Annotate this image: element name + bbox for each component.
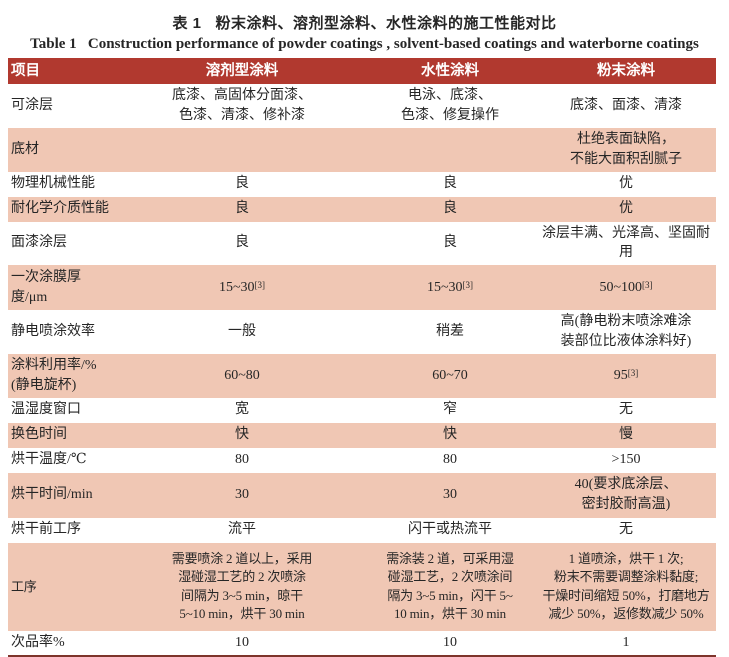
row-label: 换色时间: [11, 427, 67, 443]
cell-waterborne: 电泳、底漆、 色漆、修复操作: [401, 88, 499, 123]
row-label: 工序: [11, 578, 37, 594]
table-row-baking-time: 烘干时间/min 30 30 40(要求底涂层、 密封胶耐高温): [8, 472, 716, 518]
cell-powder: 无: [619, 402, 633, 418]
cell-value: 15~30: [218, 279, 255, 295]
cell-powder: 95 [3]: [536, 364, 716, 388]
cell-solvent: [120, 148, 364, 152]
row-label: 涂料利用率/% (静电旋杯): [11, 358, 97, 393]
cell-powder: 40(要求底涂层、 密封胶耐高温): [574, 477, 678, 513]
cell-solvent: 15~30 [3]: [120, 276, 364, 300]
cell-waterborne: 需涂装 2 道，可采用湿 碰湿工艺，2 次喷涂间 隔为 3~5 min，闪干 5…: [386, 550, 514, 622]
cell-solvent: 底漆、高固体分面漆、 色漆、清漆、修补漆: [172, 88, 312, 123]
cell-solvent: 良: [235, 201, 249, 217]
row-label: 烘干温度/℃: [11, 452, 87, 468]
cell-solvent: 60~80: [224, 367, 260, 383]
page: 表 1 粉末涂料、溶剂型涂料、水性涂料的施工性能对比 Table 1 Const…: [8, 15, 716, 657]
comparison-table: 项目 溶剂型涂料 水性涂料 粉末涂料 可涂层 底漆、高固体分面漆、 色漆、清漆、…: [8, 58, 716, 657]
row-label: 静电喷涂效率: [11, 324, 95, 340]
cell-powder: 优: [619, 201, 633, 217]
cell-powder: 杜绝表面缺陷， 不能大面积刮腻子: [570, 131, 682, 167]
row-label: 次品率%: [11, 634, 65, 650]
table-row-temp-humidity-window: 温湿度窗口 宽 窄 无: [8, 398, 716, 423]
row-label: 烘干前工序: [11, 522, 81, 538]
cell-value: 95: [613, 367, 628, 383]
table-row-topcoat-layer: 面漆涂层 良 良 涂层丰满、光泽高、坚固耐用: [8, 222, 716, 266]
table-row-baking-temperature: 烘干温度/℃ 80 80 >150: [8, 448, 716, 473]
cell-solvent: 快: [235, 427, 249, 443]
table-row-coatable-layers: 可涂层 底漆、高固体分面漆、 色漆、清漆、修补漆 电泳、底漆、 色漆、修复操作 …: [8, 84, 716, 128]
table-row-physical-mechanical-performance: 物理机械性能 良 良 优: [8, 172, 716, 197]
citation-ref: [3]: [627, 368, 639, 379]
header-solvent-coatings: 溶剂型涂料: [205, 62, 279, 79]
table-row-pre-baking-process: 烘干前工序 流平 闪干或热流平 无: [8, 518, 716, 543]
cell-waterborne: 闪干或热流平: [408, 522, 492, 538]
cell-solvent: 宽: [235, 402, 249, 418]
cell-waterborne: 稍差: [436, 324, 464, 340]
cell-solvent: 需要喷涂 2 道以上，采用 湿碰湿工艺的 2 次喷涂 间隔为 3~5 min，晾…: [171, 550, 313, 622]
cell-solvent: 一般: [228, 324, 256, 340]
cell-solvent: 10: [235, 634, 249, 650]
cell-powder: 涂层丰满、光泽高、坚固耐用: [542, 225, 710, 261]
header-waterborne-coatings: 水性涂料: [421, 62, 479, 79]
cell-waterborne: 80: [443, 452, 457, 468]
table-row-coating-utilization-rate: 涂料利用率/% (静电旋杯) 60~80 60~70 95 [3]: [8, 354, 716, 398]
cell-waterborne: 窄: [443, 402, 457, 418]
cell-solvent: 30: [235, 487, 249, 503]
header-item-column: 项目: [11, 62, 40, 79]
cell-powder: >150: [611, 452, 641, 468]
cell-value: 50~100: [599, 279, 643, 295]
cell-waterborne: 良: [443, 235, 457, 251]
row-label: 可涂层: [11, 97, 53, 113]
table-row-color-change-time: 换色时间 快 快 慢: [8, 422, 716, 448]
cell-solvent: 流平: [228, 522, 256, 538]
cell-waterborne: 良: [443, 176, 457, 192]
row-label: 耐化学介质性能: [11, 201, 109, 217]
citation-ref: [3]: [462, 280, 474, 291]
table-row-substrate: 底材 杜绝表面缺陷， 不能大面积刮腻子: [8, 127, 716, 172]
cell-waterborne: [364, 148, 536, 152]
cell-waterborne: 30: [443, 487, 457, 503]
table-title-english: Table 1 Construction performance of powd…: [30, 36, 699, 52]
cell-powder: 底漆、面漆、清漆: [570, 97, 682, 113]
cell-waterborne: 60~70: [432, 367, 468, 383]
cell-powder: 无: [619, 522, 633, 538]
row-label: 面漆涂层: [11, 235, 67, 251]
cell-powder: 优: [619, 176, 633, 192]
cell-powder: 1: [622, 634, 630, 650]
cell-waterborne: 10: [443, 634, 457, 650]
cell-powder: 高(静电粉末喷涂难涂 装部位比液体涂料好): [560, 314, 692, 350]
row-label: 底材: [11, 141, 39, 157]
table-row-process: 工序 需要喷涂 2 道以上，采用 湿碰湿工艺的 2 次喷涂 间隔为 3~5 mi…: [8, 542, 716, 631]
cell-solvent: 良: [235, 235, 249, 251]
row-label: 物理机械性能: [11, 176, 95, 192]
cell-powder: 1 道喷涂，烘干 1 次; 粉末不需要调整涂料黏度; 干燥时间缩短 50%，打磨…: [542, 550, 710, 622]
citation-ref: [3]: [254, 280, 266, 291]
header-powder-coatings: 粉末涂料: [597, 62, 655, 79]
table-row-electrostatic-spray-efficiency: 静电喷涂效率 一般 稍差 高(静电粉末喷涂难涂 装部位比液体涂料好): [8, 310, 716, 354]
citation-ref: [3]: [642, 280, 653, 291]
cell-value: 15~30: [426, 279, 463, 295]
cell-waterborne: 良: [443, 201, 457, 217]
table-row-chemical-resistance: 耐化学介质性能 良 良 优: [8, 196, 716, 222]
cell-waterborne: 15~30 [3]: [364, 276, 536, 300]
cell-powder: 50~100 [3]: [536, 276, 716, 300]
table-title-chinese: 表 1 粉末涂料、溶剂型涂料、水性涂料的施工性能对比: [172, 15, 557, 32]
row-label: 一次涂膜厚 度/μm: [11, 269, 81, 305]
table-header-row: 项目 溶剂型涂料 水性涂料 粉末涂料: [8, 58, 716, 84]
cell-solvent: 良: [235, 176, 249, 192]
table-row-single-film-thickness: 一次涂膜厚 度/μm 15~30 [3] 15~30 [3] 50~100 [3]: [8, 265, 716, 311]
cell-waterborne: 快: [443, 427, 457, 443]
row-label: 温湿度窗口: [11, 402, 81, 418]
cell-powder: 慢: [619, 427, 633, 443]
cell-solvent: 80: [235, 452, 249, 468]
table-row-defect-rate: 次品率% 10 10 1: [8, 631, 716, 655]
row-label: 烘干时间/min: [11, 487, 93, 503]
